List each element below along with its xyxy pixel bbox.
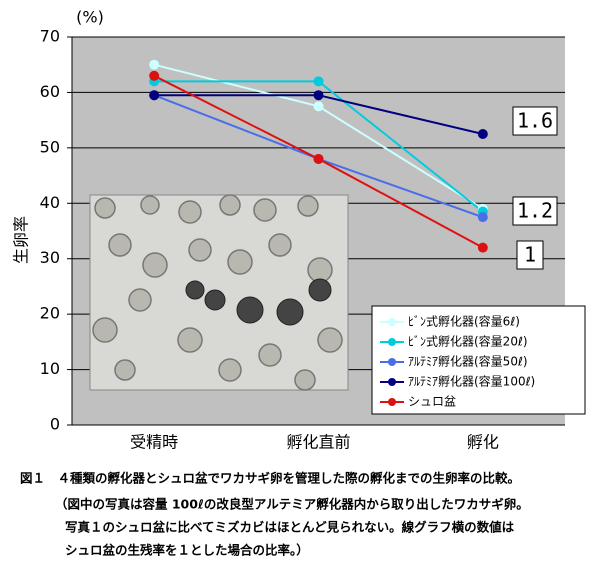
point bbox=[477, 129, 488, 139]
annotation: 1.2 bbox=[517, 199, 553, 223]
legend-label: ﾋﾞﾝ式孵化器(容量20ℓ) bbox=[408, 334, 528, 349]
annotation: 1 bbox=[524, 243, 536, 267]
annotation-box bbox=[512, 106, 558, 136]
y-tick-label: 60 bbox=[40, 82, 60, 101]
annotation-box bbox=[512, 196, 558, 226]
legend-marker bbox=[388, 318, 396, 326]
legend-marker bbox=[388, 338, 396, 346]
x-tick-label: 受精時 bbox=[130, 433, 178, 452]
y-tick-label: 70 bbox=[40, 27, 60, 46]
y-tick-label: 40 bbox=[40, 193, 60, 212]
caption-line: シュロ盆の生残率を１とした場合の比率。） bbox=[65, 543, 309, 558]
point bbox=[477, 212, 488, 223]
unit-label: (%) bbox=[76, 8, 104, 27]
point bbox=[313, 76, 324, 87]
caption-line: （図中の写真は容量 100ℓの改良型アルテミア孵化器内から取り出したワカサギ卵。 bbox=[55, 497, 529, 512]
annotation-box bbox=[516, 240, 544, 270]
caption-line: 写真１のシュロ盆に比べてミズカビはほとんど見られない。線グラフ横の数値は bbox=[65, 520, 515, 535]
legend-label: シュロ盆 bbox=[408, 395, 456, 409]
point bbox=[149, 59, 160, 70]
y-tick-label: 50 bbox=[40, 137, 60, 156]
y-tick-label: 30 bbox=[40, 248, 60, 267]
point bbox=[313, 153, 324, 164]
point bbox=[477, 242, 488, 253]
point bbox=[313, 101, 324, 112]
x-tick-label: 孵化 bbox=[467, 433, 499, 452]
legend-label: ｱﾙﾃﾐｱ孵化器(容量100ℓ) bbox=[408, 374, 535, 389]
annotation: 1.6 bbox=[517, 109, 553, 133]
y-tick-label: 10 bbox=[40, 359, 60, 378]
legend-marker bbox=[388, 398, 396, 406]
y-axis-label: 生卵率 bbox=[12, 216, 31, 264]
legend-label: ｱﾙﾃﾐｱ孵化器(容量50ℓ) bbox=[408, 354, 528, 369]
caption-line: 図１ ４種類の孵化器とシュロ盆でワカサギ卵を管理した際の孵化までの生卵率の比較。 bbox=[20, 471, 520, 486]
legend bbox=[371, 305, 586, 415]
y-tick-label: 20 bbox=[40, 304, 60, 323]
point bbox=[149, 70, 160, 81]
legend-marker bbox=[388, 378, 396, 386]
point bbox=[149, 90, 160, 101]
point bbox=[313, 90, 324, 101]
x-tick-label: 孵化直前 bbox=[286, 433, 350, 452]
photo bbox=[89, 194, 349, 391]
legend-label: ﾋﾞﾝ式孵化器(容量6ℓ) bbox=[408, 314, 520, 329]
legend-marker bbox=[388, 358, 396, 366]
y-tick-label: 0 bbox=[50, 415, 60, 434]
